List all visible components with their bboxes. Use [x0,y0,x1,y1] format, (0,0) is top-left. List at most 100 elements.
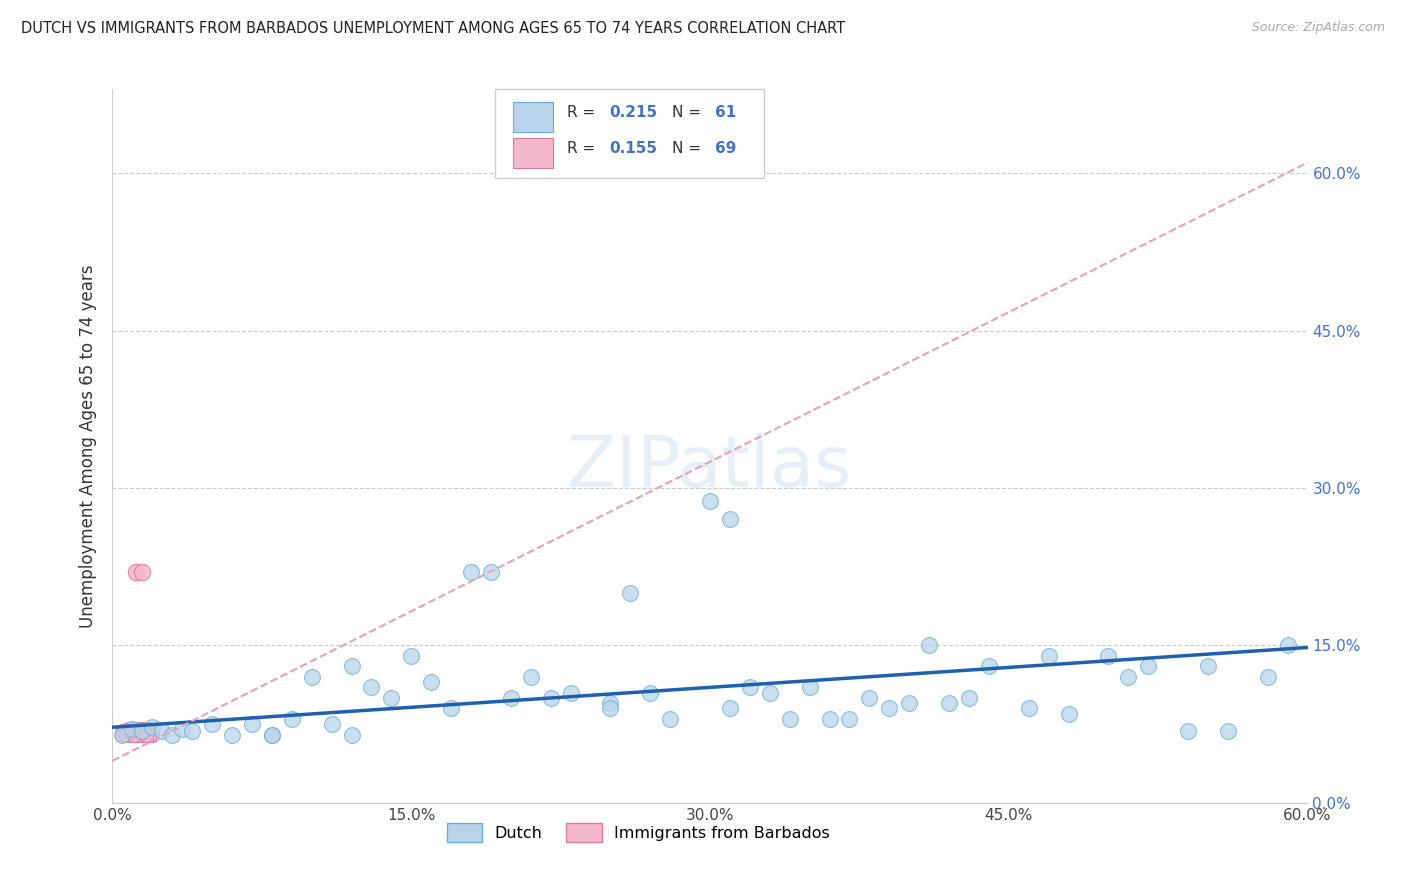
Point [131,565,153,579]
Text: ZIPatlas: ZIPatlas [567,433,853,502]
Point [131,728,153,742]
Point [129,724,152,739]
Point [117,728,139,742]
Point [121,723,143,737]
Point [201,717,224,731]
Point [799,681,821,695]
Point [380,690,402,705]
Point [129,724,152,739]
Point [858,690,880,705]
Point [120,728,142,742]
Point [460,565,482,579]
Point [779,712,801,726]
Point [120,728,142,742]
Point [115,728,138,742]
Point [129,724,152,739]
Point [150,724,173,739]
Point [321,717,343,731]
Point [124,728,146,742]
Point [121,724,143,739]
Point [838,712,860,726]
Point [117,724,139,739]
Point [131,724,153,739]
Point [718,701,741,715]
Text: DUTCH VS IMMIGRANTS FROM BARBADOS UNEMPLOYMENT AMONG AGES 65 TO 74 YEARS CORRELA: DUTCH VS IMMIGRANTS FROM BARBADOS UNEMPL… [21,21,845,36]
Legend: Dutch, Immigrants from Barbados: Dutch, Immigrants from Barbados [440,817,837,848]
Point [260,728,283,742]
Point [125,724,148,739]
Point [1137,659,1160,673]
Point [117,724,139,739]
Point [1177,724,1199,739]
Text: 0.155: 0.155 [610,141,658,156]
Point [114,724,135,739]
Point [162,728,183,742]
Point [127,728,149,742]
Point [131,728,153,742]
Point [138,724,160,739]
Point [111,728,134,742]
Point [135,728,157,742]
Point [139,723,162,737]
Point [117,724,139,739]
Point [141,720,163,734]
Point [114,724,135,739]
Point [139,728,162,742]
Point [114,724,135,739]
Point [640,685,662,699]
Point [115,728,138,742]
Point [1038,648,1060,663]
Point [420,675,443,690]
Text: R =: R = [567,105,600,120]
Point [129,723,152,737]
Text: N =: N = [672,141,706,156]
Point [1197,659,1219,673]
Point [120,723,142,737]
Point [139,728,162,742]
Point [120,728,142,742]
Point [141,728,163,742]
Point [138,723,160,737]
Point [115,728,138,742]
Point [599,696,621,710]
Point [125,728,148,742]
Point [440,701,463,715]
FancyBboxPatch shape [513,137,554,168]
Point [135,728,157,742]
Point [127,728,149,742]
Point [540,690,562,705]
Text: 61: 61 [714,105,737,120]
Point [1118,670,1140,684]
Point [560,685,582,699]
Point [1097,648,1119,663]
Point [401,648,423,663]
Point [138,724,160,739]
Point [898,696,921,710]
Point [181,724,204,739]
Point [117,723,139,737]
Point [520,670,543,684]
Point [131,723,153,737]
Point [301,670,323,684]
Text: Source: ZipAtlas.com: Source: ZipAtlas.com [1251,21,1385,34]
Point [957,690,980,705]
Point [129,724,152,739]
Point [221,728,243,742]
Text: R =: R = [567,141,600,156]
Point [141,728,163,742]
Point [124,728,146,742]
Point [125,723,148,737]
Point [340,659,363,673]
Point [699,493,721,508]
Point [918,639,941,653]
Point [111,724,134,739]
Text: N =: N = [672,105,706,120]
Y-axis label: Unemployment Among Ages 65 to 74 years: Unemployment Among Ages 65 to 74 years [79,264,97,628]
Point [738,681,761,695]
Point [111,728,134,742]
Point [172,723,194,737]
Point [138,728,160,742]
Point [938,696,960,710]
Point [134,724,156,739]
Point [134,728,156,742]
